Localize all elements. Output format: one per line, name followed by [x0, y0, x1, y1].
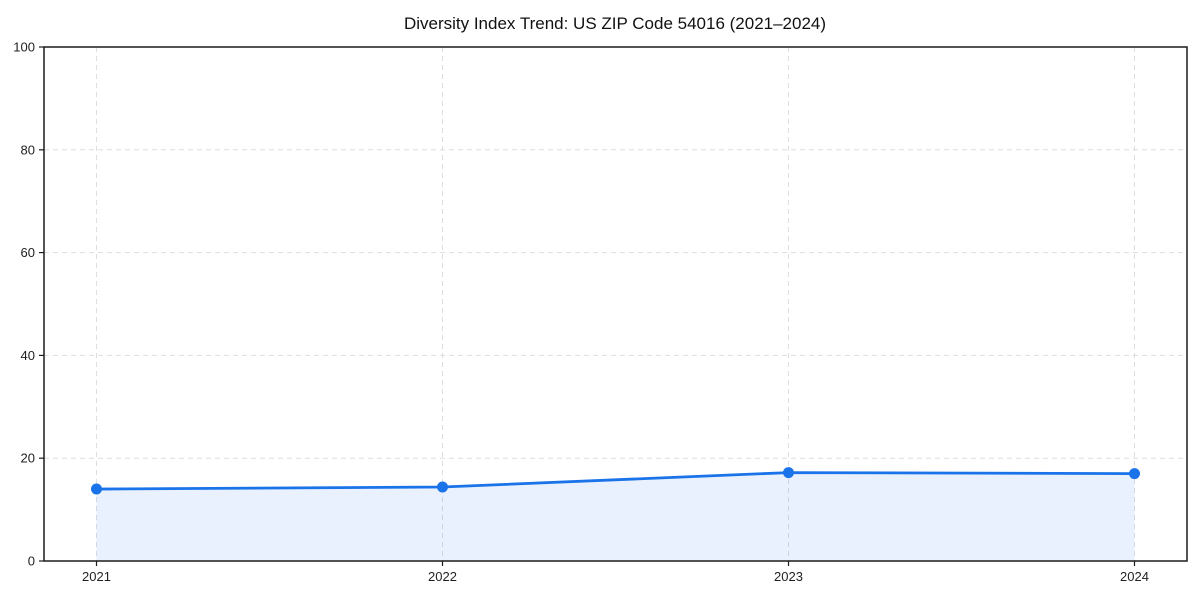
- chart-title: Diversity Index Trend: US ZIP Code 54016…: [404, 14, 826, 33]
- y-tick-label-20: 20: [21, 451, 35, 466]
- data-point-2022: [437, 481, 448, 493]
- plot-border: [43, 46, 1188, 562]
- axis-layer: 0 20 40 60 80 100 2021 2022 2023 2024: [13, 40, 1188, 584]
- y-tick-label-0: 0: [28, 554, 35, 569]
- trend-line: [95, 471, 1136, 491]
- data-point-2024: [1129, 468, 1140, 480]
- y-tick-label-40: 40: [21, 348, 35, 363]
- x-tick-label-2022: 2022: [428, 569, 457, 584]
- x-tick-label-2024: 2024: [1120, 569, 1149, 584]
- data-point-2023: [783, 467, 794, 479]
- data-point-2021: [91, 483, 102, 495]
- y-tick-label-60: 60: [21, 245, 35, 260]
- x-tick-label-2023: 2023: [774, 569, 803, 584]
- area-fill: [96, 472, 1135, 561]
- y-tick-label-100: 100: [13, 40, 35, 55]
- y-tick-label-80: 80: [21, 142, 35, 157]
- x-tick-label-2021: 2021: [82, 569, 111, 584]
- series-layer: [91, 467, 1140, 561]
